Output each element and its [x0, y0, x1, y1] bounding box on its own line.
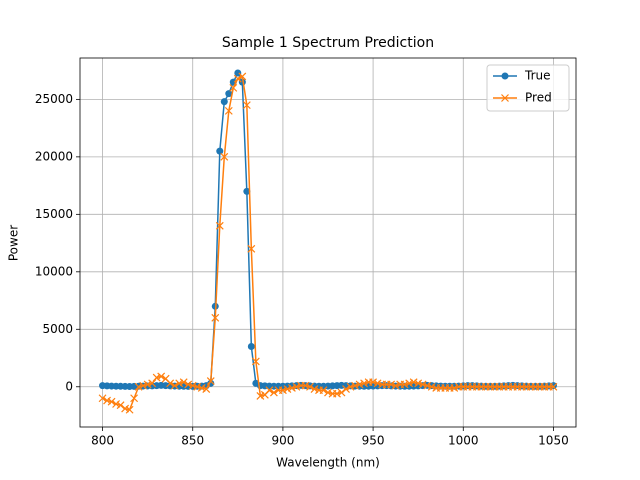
data-point: [152, 373, 161, 382]
data-point: [427, 382, 436, 391]
data-point: [310, 385, 319, 393]
data-point: [188, 381, 197, 390]
data-point: [220, 152, 229, 161]
data-point: [243, 187, 251, 195]
data-point: [125, 405, 134, 414]
data-point: [229, 83, 238, 92]
data-point: [278, 386, 287, 395]
data-point: [211, 313, 220, 322]
data-point: [355, 380, 364, 389]
data-point: [288, 383, 296, 392]
data-point: [170, 381, 179, 390]
x-tick-label: 850: [181, 434, 204, 448]
data-point: [247, 343, 255, 351]
data-point: [319, 386, 328, 395]
chart-title: Sample 1 Spectrum Prediction: [222, 35, 434, 51]
legend-label: Pred: [525, 91, 552, 105]
data-point: [306, 382, 314, 391]
data-point: [373, 379, 382, 388]
legend-label: True: [524, 69, 551, 83]
x-tick-label: 900: [271, 434, 294, 448]
data-point: [256, 392, 265, 400]
data-point: [251, 357, 260, 366]
y-axis-label: Power: [7, 225, 21, 261]
data-point: [233, 74, 242, 83]
data-point: [206, 377, 215, 385]
data-point: [143, 380, 152, 389]
data-point: [423, 381, 432, 390]
data-point: [224, 106, 233, 115]
data-point: [265, 386, 274, 395]
legend: True Pred: [486, 64, 570, 112]
data-point: [391, 381, 400, 390]
data-point: [549, 382, 558, 391]
data-point: [157, 372, 166, 381]
data-point: [409, 378, 418, 387]
data-point: [324, 388, 332, 397]
plot-frame: [79, 57, 577, 428]
data-point: [337, 388, 346, 397]
data-point: [197, 383, 206, 392]
legend-marker: [501, 94, 509, 102]
data-point: [242, 101, 251, 110]
data-point: [387, 380, 396, 389]
data-point: [369, 378, 378, 387]
data-point: [148, 379, 157, 388]
data-point: [220, 98, 228, 106]
y-tick-label: 5000: [42, 322, 73, 336]
data-point: [247, 244, 256, 253]
data-point: [103, 396, 111, 405]
data-point: [98, 394, 107, 403]
data-point: [346, 382, 355, 391]
legend-marker: [501, 72, 509, 80]
data-point: [116, 401, 125, 410]
data-point: [269, 388, 278, 397]
data-point: [215, 221, 224, 230]
data-point: [283, 385, 292, 393]
series-line: [102, 71, 554, 388]
data-point: [193, 382, 202, 391]
x-tick-label: 950: [362, 434, 385, 448]
data-point: [400, 380, 409, 389]
data-point: [134, 382, 143, 391]
y-tick-label: 15000: [35, 207, 73, 221]
data-point: [107, 397, 116, 406]
data-point: [179, 378, 188, 387]
data-point: [112, 400, 120, 408]
data-point: [202, 385, 211, 393]
data-point: [301, 381, 310, 390]
y-tick-label: 20000: [35, 149, 73, 163]
data-point: [139, 381, 148, 390]
data-point: [351, 381, 359, 390]
data-point: [225, 90, 233, 98]
data-point: [405, 379, 414, 388]
y-tick-label: 10000: [35, 264, 73, 278]
data-point: [216, 147, 224, 155]
y-tick-label: 25000: [35, 92, 73, 106]
data-point: [450, 383, 459, 392]
data-point: [418, 380, 427, 389]
y-tick-label: 0: [65, 379, 73, 393]
data-point: [184, 380, 193, 389]
data-point: [414, 379, 423, 388]
data-point: [175, 379, 184, 388]
data-point: [121, 404, 130, 413]
data-point: [166, 379, 175, 388]
data-point: [342, 385, 350, 393]
x-axis-label: Wavelength (nm): [276, 456, 380, 470]
data-point: [333, 389, 341, 398]
data-point: [234, 69, 242, 77]
data-point: [292, 382, 301, 391]
data-point: [130, 394, 139, 403]
x-tick-label: 800: [91, 434, 114, 448]
series-line: [102, 75, 554, 411]
data-point: [360, 379, 368, 388]
data-point: [238, 72, 247, 81]
x-tick-label: 1000: [448, 434, 479, 448]
x-tick-label: 1050: [538, 434, 569, 448]
